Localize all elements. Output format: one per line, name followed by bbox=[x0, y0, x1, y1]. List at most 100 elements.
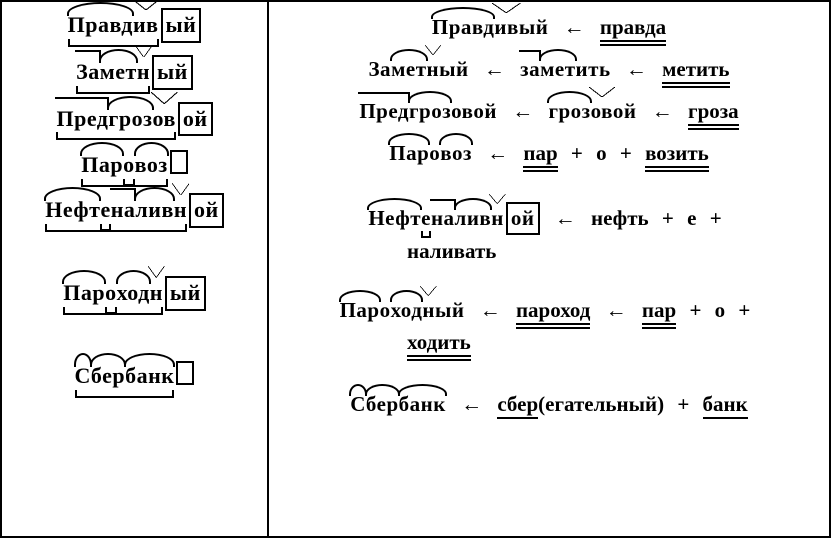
r3-mid-root: гроз bbox=[548, 97, 590, 126]
r1-ending: ый bbox=[519, 13, 549, 42]
w3-suffix: ов bbox=[153, 104, 176, 135]
w2-prefix: За bbox=[76, 57, 100, 88]
w1-ending: ый bbox=[161, 8, 202, 43]
r3-rest: овой bbox=[451, 97, 497, 126]
left-word-4: Паровоз bbox=[81, 148, 187, 181]
right-row-7: Сбербанк ← сбер(егательный) + банк bbox=[287, 385, 811, 425]
r2-suffix: н bbox=[427, 55, 440, 84]
r5-root1: Нефт bbox=[368, 204, 421, 233]
r6-connv: о bbox=[715, 298, 726, 322]
r5-p1: нефть bbox=[591, 206, 649, 230]
r4-p1: пар bbox=[523, 141, 557, 166]
r3-source: гроза bbox=[688, 99, 739, 124]
w1-suffix: ив bbox=[133, 10, 159, 41]
arrow-icon: ← bbox=[480, 298, 501, 322]
w6-connector: о bbox=[105, 278, 117, 309]
r7-paren: (егательный) bbox=[538, 392, 664, 416]
left-word-1: Правдив ый bbox=[68, 8, 202, 43]
w7-root2: бер bbox=[91, 361, 125, 392]
r5-suf: н bbox=[491, 204, 504, 233]
left-word-7: Сбербанк bbox=[75, 359, 195, 392]
right-row-1: Правдивый ← правда bbox=[287, 8, 811, 48]
w3-prefix: Пред bbox=[56, 104, 108, 135]
right-row-2: Заметный ← заметить ← метить bbox=[287, 50, 811, 90]
plus-icon: + bbox=[662, 206, 674, 230]
r2-mid-pre: за bbox=[520, 55, 540, 84]
r3-pre: Пред bbox=[359, 97, 409, 126]
r5-connv: е bbox=[687, 206, 696, 230]
r7-root3: банк bbox=[399, 390, 446, 419]
w5-suffix: н bbox=[174, 195, 187, 226]
r6-root1: Пар bbox=[340, 296, 380, 325]
r7-root2: бер bbox=[366, 390, 399, 419]
plus-icon: + bbox=[571, 141, 583, 165]
right-row-3: Предгрозовой ← грозовой ← гроза bbox=[287, 92, 811, 132]
left-word-2: Заметн ый bbox=[76, 55, 193, 90]
plus-icon: + bbox=[689, 298, 701, 322]
r1-suffix: ив bbox=[494, 13, 518, 42]
plus-icon: + bbox=[710, 206, 722, 230]
arrow-icon: ← bbox=[461, 392, 482, 416]
r7-root1: С bbox=[350, 390, 366, 419]
w7-root1: С bbox=[75, 361, 91, 392]
left-word-5: Нефтеналивн ой bbox=[45, 193, 223, 228]
w4-root1: Пар bbox=[81, 150, 123, 181]
r1-root: Правд bbox=[432, 13, 494, 42]
w1-root: Правд bbox=[68, 10, 133, 41]
r4-root1: Пар bbox=[389, 139, 429, 168]
arrow-icon: ← bbox=[564, 15, 585, 39]
left-word-6: Пароходн ый bbox=[63, 276, 206, 311]
arrow-icon: ← bbox=[487, 141, 508, 165]
r7-p1: сбер bbox=[497, 392, 538, 419]
plus-icon: + bbox=[738, 298, 750, 322]
right-row-4: Паровоз ← пар + о + возить bbox=[287, 134, 811, 174]
w5-ending: ой bbox=[189, 193, 224, 228]
r4-p2: возить bbox=[645, 141, 709, 166]
r2-mid-rest: ить bbox=[576, 55, 611, 84]
right-column: Правдивый ← правда Заметный ← заметить ←… bbox=[269, 2, 829, 536]
w5-prefix: на bbox=[111, 195, 136, 226]
w3-root: гроз bbox=[108, 104, 152, 135]
plus-icon: + bbox=[677, 392, 689, 416]
w2-suffix: н bbox=[137, 57, 150, 88]
w5-connector: е bbox=[100, 195, 110, 226]
r4-root2: воз bbox=[440, 139, 472, 168]
r2-root: мет bbox=[391, 55, 426, 84]
w7-root3: банк bbox=[125, 361, 174, 392]
r6-mid: пароход bbox=[516, 298, 590, 323]
r5-pre: на bbox=[431, 204, 455, 233]
r6-conn: о bbox=[380, 296, 391, 325]
w4-connector: о bbox=[123, 150, 135, 181]
w6-suffix: н bbox=[150, 278, 163, 309]
plus-icon: + bbox=[620, 141, 632, 165]
arrow-icon: ← bbox=[652, 99, 673, 123]
r2-source: метить bbox=[662, 57, 729, 82]
r1-source: правда bbox=[600, 15, 666, 40]
w3-ending: ой bbox=[178, 102, 213, 137]
r2-ending: ый bbox=[439, 55, 469, 84]
w6-root2: ход bbox=[117, 278, 150, 309]
w2-root: мет bbox=[100, 57, 137, 88]
r4-connv: о bbox=[596, 141, 607, 165]
arrow-icon: ← bbox=[626, 57, 647, 81]
r5-end: ой bbox=[506, 202, 540, 235]
page-frame: Правдив ый Заметн ый Предгрозов ой Паров… bbox=[0, 0, 831, 538]
r5-root2: лив bbox=[455, 204, 492, 233]
w7-null-ending bbox=[176, 361, 194, 385]
r6-root2: ход bbox=[391, 296, 423, 325]
r5-p2: наливать bbox=[287, 235, 811, 268]
w4-root2: воз bbox=[135, 150, 168, 181]
w5-root2: лив bbox=[135, 195, 173, 226]
r6-p1: пар bbox=[642, 298, 676, 323]
r2-mid-root: мет bbox=[540, 55, 575, 84]
arrow-icon: ← bbox=[512, 99, 533, 123]
left-column: Правдив ый Заметн ый Предгрозов ой Паров… bbox=[2, 2, 269, 536]
right-row-5: Нефтеналивной ← нефть + е + наливать bbox=[287, 202, 811, 268]
r3-mid-rest: ой bbox=[613, 97, 637, 126]
r6-end: ый bbox=[435, 296, 465, 325]
r2-pre: За bbox=[368, 55, 391, 84]
r7-p2: банк bbox=[703, 392, 748, 419]
r3-mid-suf: ов bbox=[591, 97, 613, 126]
w5-root1: Нефт bbox=[45, 195, 100, 226]
right-row-6: Пароходный ← пароход ← пар + о + ходить bbox=[287, 294, 811, 359]
